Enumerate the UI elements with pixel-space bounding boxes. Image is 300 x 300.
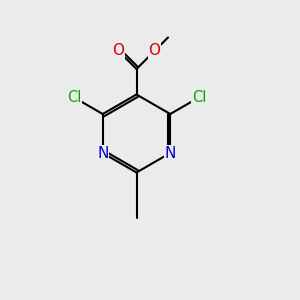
Text: N: N — [165, 146, 176, 160]
Text: Cl: Cl — [67, 90, 81, 105]
Text: N: N — [97, 146, 108, 160]
Text: Cl: Cl — [192, 90, 206, 105]
Text: O: O — [112, 44, 124, 59]
Text: O: O — [148, 44, 160, 59]
